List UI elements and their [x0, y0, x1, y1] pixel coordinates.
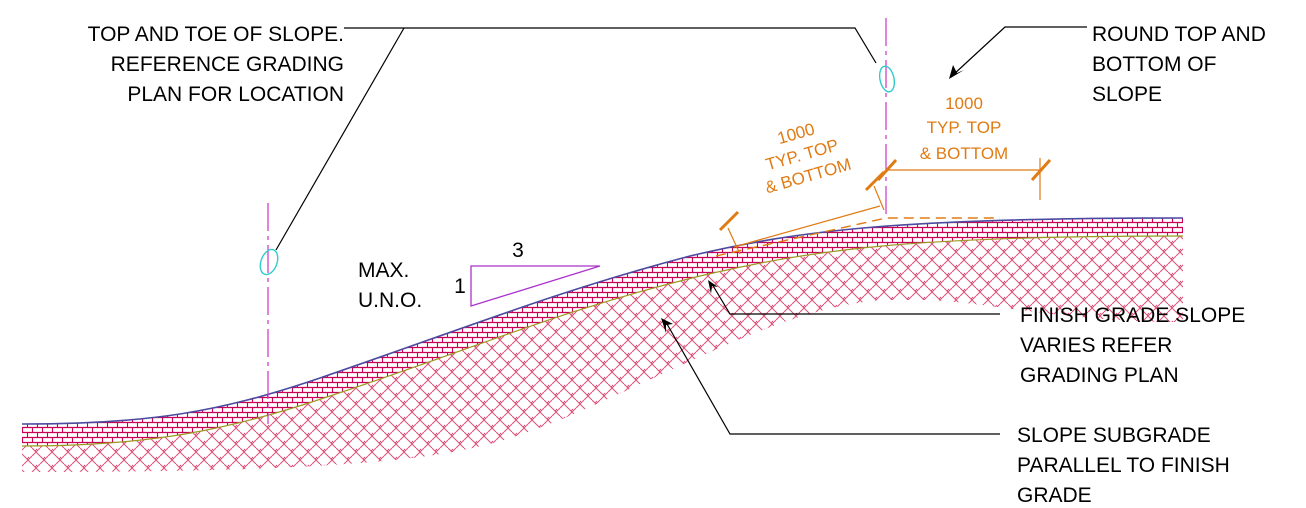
slope-rise-label: 1: [454, 275, 466, 298]
leader-line-round-top: [952, 26, 1087, 76]
top-dim-value: 1000: [945, 94, 983, 113]
leader-line-subgrade: [666, 323, 1000, 435]
max-uno-line1: MAX.: [358, 259, 409, 282]
subgrade-label-line2: PARALLEL TO FINISH: [1017, 454, 1230, 477]
round-top-label-line3: SLOPE: [1092, 83, 1162, 106]
finish-grade-label-line3: GRADING PLAN: [1020, 364, 1179, 387]
top-dim-line2: TYP. TOP: [927, 118, 1002, 137]
dimension-tick-icon: [876, 158, 898, 182]
leader-arrowhead-icon: [661, 318, 673, 333]
finish-grade-label-line2: VARIES REFER: [1020, 334, 1172, 357]
leader-line-top-toe: [344, 27, 877, 64]
dimension-tick-icon: [718, 210, 740, 232]
top-toe-label-line3: PLAN FOR LOCATION: [127, 83, 344, 106]
slope-ratio-triangle: [470, 265, 601, 307]
subgrade-layer: [22, 236, 1183, 472]
leader-line-top-toe: [275, 27, 405, 251]
slope-run-label: 3: [512, 239, 524, 262]
dimension-tick-icon: [1030, 158, 1052, 182]
finish-grade-line: [21, 217, 1184, 425]
round-top-label-line1: ROUND TOP AND: [1092, 23, 1266, 46]
subgrade-label-line3: GRADE: [1017, 484, 1092, 507]
leader-arrowhead-icon: [949, 65, 964, 79]
round-top-label-line2: BOTTOM OF: [1092, 53, 1216, 76]
finish-grade-label-line1: FINISH GRADE SLOPE: [1020, 304, 1245, 327]
subgrade-label-line1: SLOPE SUBGRADE: [1017, 424, 1211, 447]
max-uno-line2: U.N.O.: [358, 289, 422, 312]
top-toe-label-line2: REFERENCE GRADING: [111, 53, 344, 76]
top-dimension: 1000 TYP. TOP & BOTTOM: [876, 94, 1052, 200]
ellipse-marker-icon: [878, 65, 896, 93]
subgrade-line: [21, 235, 1184, 447]
leader-line-finish-grade: [711, 283, 1000, 315]
ellipse-marker-icon: [259, 248, 279, 276]
topsoil-layer: [22, 218, 1183, 446]
top-toe-label-line1: TOP AND TOE OF SLOPE.: [88, 23, 344, 46]
leader-arrowhead-icon: [708, 280, 718, 294]
top-dim-line3: & BOTTOM: [920, 144, 1008, 163]
